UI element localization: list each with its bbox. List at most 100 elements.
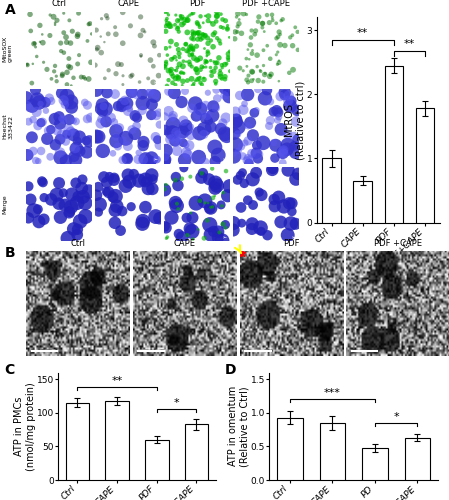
Point [189,44,196,52]
Point [57,39,64,47]
Point [277,41,284,49]
Point [85,20,92,28]
Text: ∣←: ∣← [84,234,89,238]
Point [52,19,59,27]
Point [44,135,51,143]
Point [287,97,295,105]
Point [40,216,48,224]
Point [163,146,170,154]
Point [212,64,219,72]
Point [37,100,44,108]
Text: PDF: PDF [283,238,299,248]
Point [196,129,203,137]
Point [209,164,216,172]
Point [224,24,231,32]
Point [253,106,260,114]
Point [127,72,134,80]
Point [84,115,91,123]
Point [95,208,102,216]
Point [105,188,112,196]
Point [57,47,65,55]
Point [63,68,70,76]
Point [207,68,215,76]
Point [264,231,271,239]
Point [211,192,218,200]
Point [238,219,245,227]
Point [127,88,134,96]
Point [57,148,64,156]
Point [178,20,185,28]
Point [97,32,104,40]
Point [74,32,81,40]
Point [197,12,204,20]
Point [184,151,191,159]
Point [64,234,71,242]
Point [63,92,70,100]
Point [286,102,294,110]
Point [273,34,280,42]
Point [188,104,195,112]
Point [176,50,183,58]
Point [139,99,146,107]
Point [267,116,274,124]
Point [101,38,108,46]
Point [57,120,64,128]
Point [163,234,170,242]
Point [165,88,172,96]
Point [100,102,107,110]
Point [216,228,223,236]
Point [189,51,196,59]
Point [211,184,219,192]
Point [269,14,276,22]
Point [281,91,288,99]
Point [286,69,293,77]
Point [70,131,77,139]
Point [198,170,205,177]
Point [68,82,75,90]
Point [29,60,36,68]
Point [53,127,61,135]
Point [184,16,191,24]
Point [261,94,269,102]
Point [87,114,94,122]
Point [57,214,64,222]
Point [266,72,273,80]
Point [113,137,120,145]
Point [124,171,132,179]
Point [277,16,285,24]
Point [199,34,206,42]
Point [209,20,216,28]
Point [174,16,181,24]
Point [226,48,233,56]
Point [28,134,35,141]
Point [246,55,253,63]
Point [84,148,91,156]
Point [222,16,229,24]
Point [149,176,156,184]
Point [244,46,251,54]
Point [186,224,194,232]
Point [180,19,188,27]
Point [84,101,91,109]
Text: ∣←: ∣← [154,79,158,83]
Point [294,106,301,114]
Point [219,119,226,127]
Point [187,46,194,54]
Point [234,130,241,138]
Point [269,16,276,24]
Point [112,70,119,78]
Point [200,19,207,27]
Point [285,92,292,100]
Point [272,142,279,150]
Point [148,154,155,162]
Point [242,139,249,147]
Point [245,72,252,80]
Point [85,75,92,83]
Point [254,154,261,162]
Point [40,178,47,186]
Point [202,32,209,40]
Point [234,118,241,126]
Point [174,130,181,138]
Point [251,30,258,38]
Point [249,68,256,76]
